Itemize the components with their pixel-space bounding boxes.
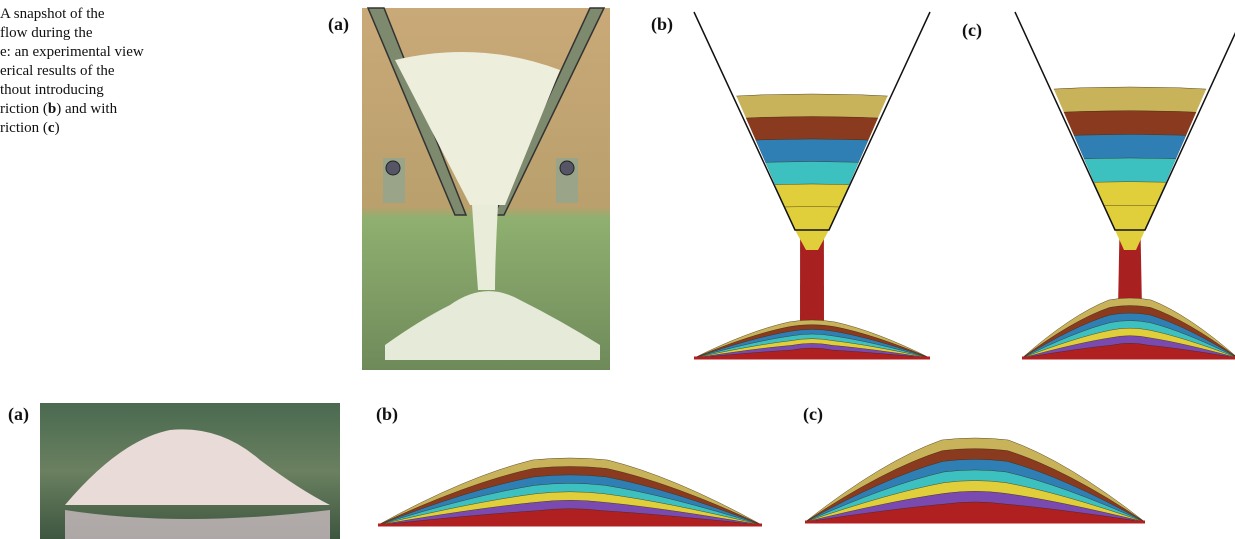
caption-text: ) xyxy=(55,120,60,136)
caption-text: c xyxy=(48,120,55,136)
caption-text: thout introducing xyxy=(0,82,104,98)
caption-text: ) and with xyxy=(56,101,117,117)
panel-labels: (a) (b) (c) (a) (b) (c) xyxy=(8,14,982,425)
panel-label: (b) xyxy=(651,14,673,35)
panel-label: (b) xyxy=(376,404,398,425)
hopper-grains xyxy=(1049,86,1211,230)
caption-line: riction (b) and with xyxy=(0,101,118,117)
caption-text: flow during the xyxy=(0,25,93,41)
caption-text: erical results of the xyxy=(0,63,115,79)
caption-text: riction ( xyxy=(0,101,48,117)
caption-text: b xyxy=(48,101,56,117)
caption-line: e: an experimental view xyxy=(0,44,144,60)
simulations xyxy=(377,11,1235,527)
grain-band xyxy=(1049,134,1211,230)
stream-yellow xyxy=(795,230,829,250)
stream-yellow xyxy=(1115,230,1145,250)
photo-hopper xyxy=(362,7,610,370)
panel-label: (c) xyxy=(962,20,982,41)
heap-layer xyxy=(377,508,763,526)
panel-label: (c) xyxy=(803,404,823,425)
grain-band xyxy=(1049,86,1211,230)
heap-layer xyxy=(693,347,931,359)
caption-line: flow during the xyxy=(0,25,93,41)
heap-layer xyxy=(804,501,1146,523)
panel-label: (a) xyxy=(328,14,349,35)
stream xyxy=(800,230,824,332)
grain-band xyxy=(1049,110,1211,230)
caption-line: thout introducing xyxy=(0,82,104,98)
heap-layer xyxy=(1021,343,1235,359)
caption-text: e: an experimental view xyxy=(0,44,144,60)
caption-text: riction ( xyxy=(0,120,48,136)
grain-band xyxy=(1049,181,1211,230)
hopper-grains xyxy=(732,93,892,230)
hopper-wall xyxy=(693,11,931,231)
caption: A snapshot of the flow during the e: an ex… xyxy=(0,6,144,136)
caption-line: A snapshot of the xyxy=(0,6,105,22)
grain-band xyxy=(1049,205,1211,230)
hopper-wall xyxy=(1014,11,1235,231)
caption-text: A snapshot of the xyxy=(0,6,105,22)
photo-heap xyxy=(40,403,340,539)
caption-line: riction (c) xyxy=(0,120,60,136)
grain-band xyxy=(1049,157,1211,230)
panel-label: (a) xyxy=(8,404,29,425)
caption-line: erical results of the xyxy=(0,63,115,79)
